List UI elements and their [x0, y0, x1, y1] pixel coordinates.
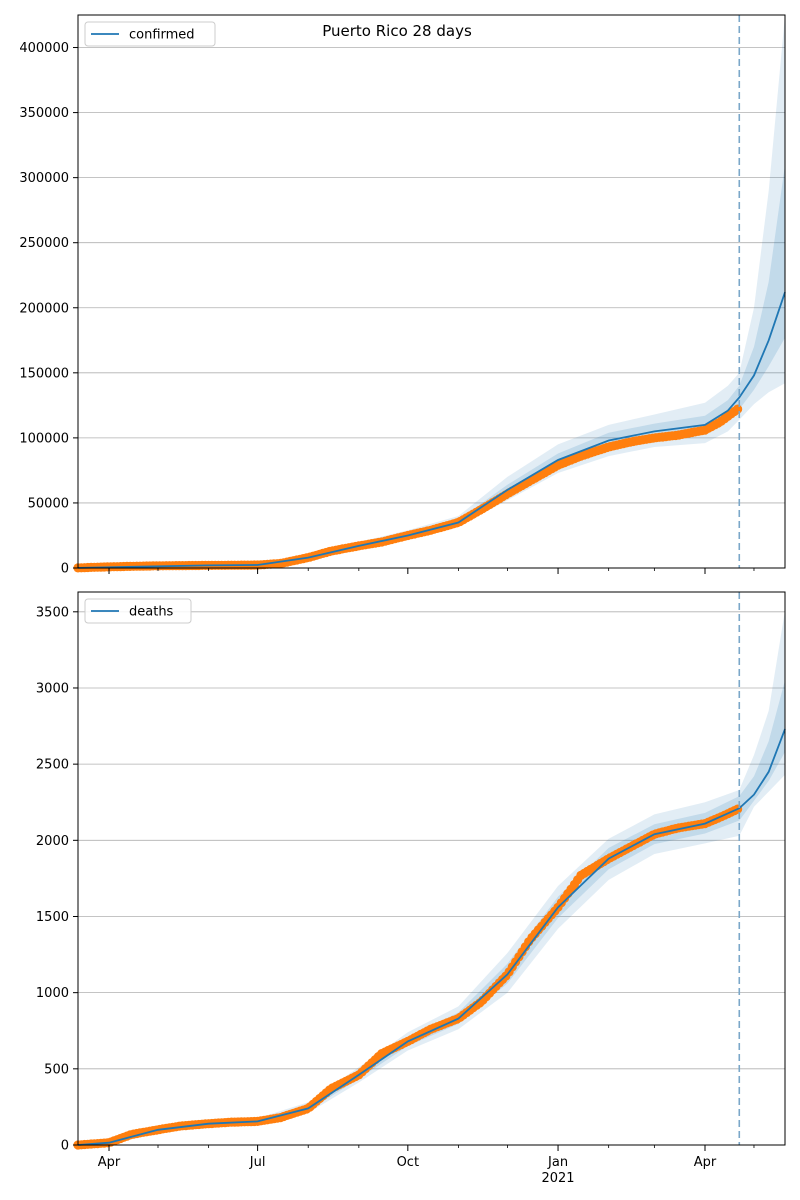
uncertainty-band: [78, 610, 785, 1145]
y-tick-label: 1500: [36, 910, 69, 925]
x-tick-label: Jan: [547, 1155, 568, 1170]
legend: deaths: [84, 598, 192, 624]
y-tick-label: 3000: [36, 681, 69, 696]
legend-box: [84, 598, 192, 624]
x-tick-label: Apr: [98, 1155, 121, 1170]
y-tick-label: 2500: [36, 758, 69, 773]
legend: confirmed: [84, 21, 216, 47]
y-tick-label: 50000: [28, 496, 69, 511]
y-tick-label: 100000: [19, 431, 69, 446]
plot-frame: [77, 14, 786, 569]
y-tick-label: 3500: [36, 605, 69, 620]
y-tick-label: 300000: [19, 171, 69, 186]
chart-title: Puerto Rico 28 days: [322, 22, 472, 40]
legend-box: [84, 21, 216, 47]
x-tick-label: Oct: [397, 1155, 419, 1170]
y-tick-label: 200000: [19, 301, 69, 316]
panel-confirmed: 0 50000 100000 150000 200000 250000 300000 3500…: [19, 14, 786, 577]
x-tick-label: Jul: [249, 1155, 266, 1170]
y-tick-label: 250000: [19, 236, 69, 251]
model-line: [77, 291, 786, 569]
y-tick-label: 150000: [19, 366, 69, 381]
y-tick-label: 400000: [19, 41, 69, 56]
observed-point: [733, 404, 743, 414]
x-tick-label: Apr: [694, 1155, 717, 1170]
panel-deaths: 0 500 1000 1500 2000 2500 3000 3500 deaths: [36, 591, 786, 1154]
y-tick-label: 350000: [19, 106, 69, 121]
legend-label: confirmed: [129, 28, 195, 43]
uncertainty-band: [78, 15, 785, 568]
legend-label: deaths: [129, 605, 174, 620]
y-tick-label: 0: [61, 562, 69, 577]
model-line: [77, 728, 786, 1146]
plot-frame: [77, 591, 786, 1146]
y-tick-label: 2000: [36, 834, 69, 849]
x-year-label: 2021: [541, 1171, 574, 1186]
y-tick-label: 0: [61, 1139, 69, 1154]
y-tick-label: 500: [44, 1062, 69, 1077]
y-tick-label: 1000: [36, 986, 69, 1001]
